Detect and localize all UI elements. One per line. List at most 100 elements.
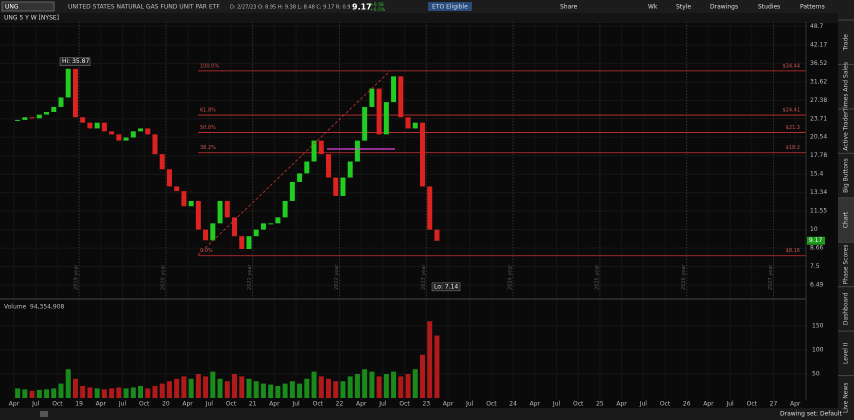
toolbar-item[interactable]: Style xyxy=(676,4,691,11)
time-label: Jul xyxy=(378,401,387,408)
year-label: 2021 year xyxy=(247,264,253,290)
time-label: Jul xyxy=(31,401,40,408)
time-label: 26 xyxy=(683,401,691,408)
candle xyxy=(412,122,418,129)
volume-bar xyxy=(138,386,144,398)
candle xyxy=(246,236,252,249)
volume-tick-label: 150 xyxy=(812,323,824,330)
candle xyxy=(87,122,93,129)
badge: ETO Eligible xyxy=(432,4,468,11)
candle xyxy=(347,161,353,178)
candle xyxy=(36,114,42,119)
time-label: 23 xyxy=(422,401,430,408)
candle xyxy=(391,76,397,103)
candle xyxy=(51,106,57,112)
symbol[interactable]: UNG xyxy=(5,4,19,11)
time-label: 24 xyxy=(509,401,517,408)
sidebar-tab[interactable]: Trade xyxy=(843,34,850,52)
candle xyxy=(354,140,360,162)
volume-bar xyxy=(217,378,223,398)
volume-bar xyxy=(412,369,418,398)
toolbar-item[interactable]: Patterns xyxy=(800,4,825,11)
fib-label: 61.8% xyxy=(200,108,216,114)
time-label: Oct xyxy=(660,401,671,408)
sidebar-tab[interactable]: Big Buttons xyxy=(843,158,850,193)
candle xyxy=(195,200,201,230)
scroll-thumb[interactable] xyxy=(40,411,48,417)
sidebar-tab[interactable]: Phase Scores xyxy=(843,245,850,285)
price-tick-label: 13.34 xyxy=(810,189,827,196)
candle xyxy=(210,223,216,241)
drawing-set[interactable]: Drawing set: Default xyxy=(780,411,843,418)
candle xyxy=(304,161,310,174)
volume-bar xyxy=(29,390,35,398)
time-label: Apr xyxy=(616,401,627,408)
time-label: Apr xyxy=(356,401,367,408)
fib-label: 38.2% xyxy=(200,145,216,151)
sidebar-tab[interactable]: Active Trader xyxy=(843,111,850,151)
volume-bar xyxy=(347,376,353,398)
sidebar-tab[interactable]: Dashboard xyxy=(843,292,850,325)
change: +0.56 xyxy=(370,2,384,8)
fib-price: $21.3 xyxy=(786,125,800,131)
time-label: Jul xyxy=(205,401,214,408)
symbol-box[interactable] xyxy=(1,1,55,12)
year-label: 2020 year xyxy=(160,264,166,290)
candle xyxy=(159,154,165,170)
fib-price: $34.44 xyxy=(783,63,801,69)
fib-price: $18.2 xyxy=(786,145,800,151)
time-label: Oct xyxy=(399,401,410,408)
volume-bar xyxy=(15,388,21,398)
volume-bar xyxy=(383,374,389,398)
candle xyxy=(58,97,64,107)
candle xyxy=(383,102,389,135)
sidebar-tab[interactable]: Live News xyxy=(843,383,850,413)
sidebar-tab[interactable]: Chart xyxy=(843,211,850,228)
time-label: Apr xyxy=(703,401,714,408)
volume-tick-label: 100 xyxy=(812,347,824,354)
sidebar-tab[interactable]: Times And Sales xyxy=(843,62,850,112)
price-tick-label: 11.55 xyxy=(810,208,827,215)
year-label: 2024 year xyxy=(508,264,514,290)
volume-bar xyxy=(318,376,324,398)
time-label: Oct xyxy=(52,401,63,408)
candle xyxy=(181,191,187,207)
toolbar-item[interactable]: Wk xyxy=(648,4,658,11)
candle xyxy=(405,117,411,129)
volume-bar xyxy=(434,335,440,398)
sidebar-tab[interactable]: Level II xyxy=(843,342,850,364)
volume-bar xyxy=(326,378,332,398)
time-label: Apr xyxy=(269,401,280,408)
volume-bar xyxy=(87,387,93,398)
toolbar-item[interactable]: Drawings xyxy=(710,4,738,11)
candle xyxy=(145,128,151,135)
volume-bar xyxy=(65,369,71,398)
volume-bar xyxy=(72,378,78,398)
toolbar-item[interactable]: Studies xyxy=(758,4,780,11)
volume-bar xyxy=(354,374,360,398)
year-label: 2023 year xyxy=(421,264,427,290)
year-label: 2025 year xyxy=(594,264,600,290)
volume-bar xyxy=(166,381,172,398)
volume-bar xyxy=(405,374,411,398)
volume-total: 94,354,908 xyxy=(30,304,65,311)
candle xyxy=(152,134,158,155)
price-tick-label: 48.7 xyxy=(810,23,824,30)
toolbar-item[interactable]: Share xyxy=(560,4,578,11)
candle xyxy=(311,140,317,162)
candle xyxy=(340,177,346,196)
time-label: Oct xyxy=(313,401,324,408)
footer-bar xyxy=(0,408,838,420)
candle xyxy=(427,186,433,230)
candle xyxy=(123,137,129,141)
time-label: Apr xyxy=(530,401,541,408)
volume-bar xyxy=(311,371,317,398)
price-tick-label: 23.71 xyxy=(810,115,827,122)
price-tick-label: 7.5 xyxy=(810,263,820,270)
volume-bar xyxy=(159,383,165,398)
candle xyxy=(239,236,245,249)
volume-bar xyxy=(44,389,50,398)
time-label: Oct xyxy=(747,401,758,408)
volume-bar xyxy=(369,371,375,398)
